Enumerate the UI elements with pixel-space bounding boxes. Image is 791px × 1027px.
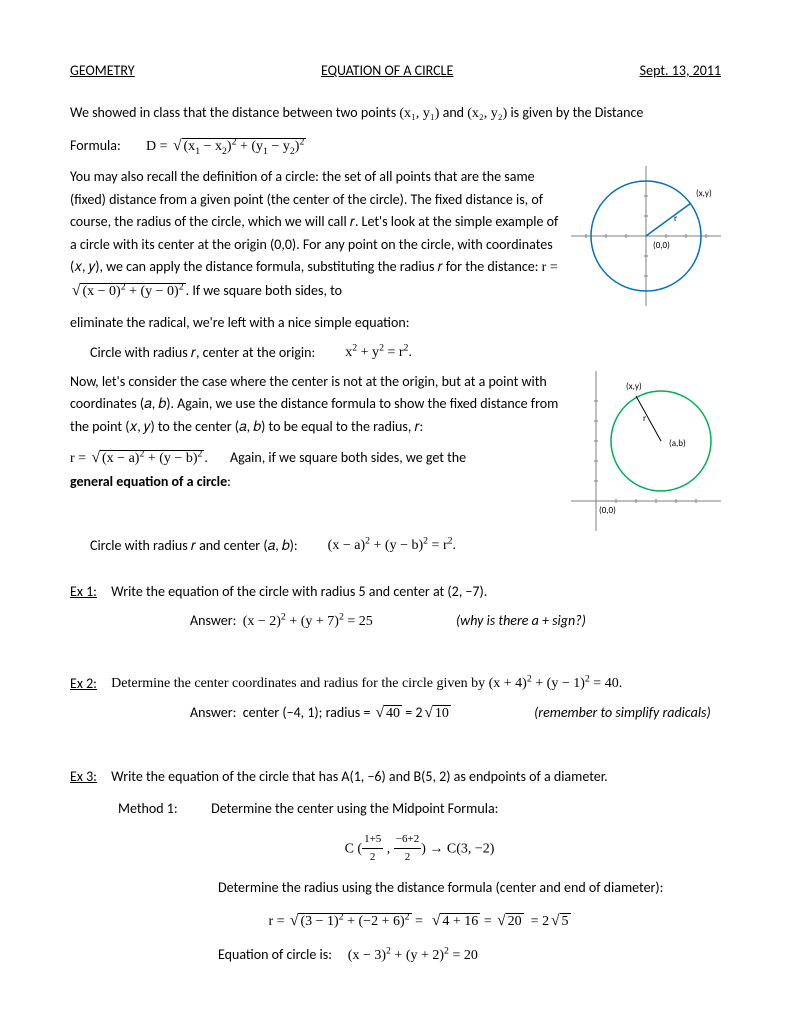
ex1-answer-eq: (x − 2)2 + (y + 7)2 = 25 [243, 614, 373, 629]
example-2: Ex 2: Determine the center coordinates a… [70, 673, 721, 726]
eq2: (x − a)2 + (y − b)2 = r2. [328, 535, 456, 557]
fig1-origin-label: (0,0) [653, 240, 670, 251]
fig2-xy-label: (x,y) [626, 381, 642, 392]
ex3-final: Equation of circle is: (x − 3)2 + (y + 2… [218, 944, 721, 967]
ex2-label: Ex 2: [70, 673, 108, 695]
ex3-method1: Method 1: Determine the center using the… [118, 798, 721, 967]
section1-p1: You may also recall the definition of a … [70, 166, 561, 304]
fig2-center-label: (a,b) [669, 438, 686, 449]
fig2-r-label: r [643, 413, 646, 424]
section2-p2: r = (x − a)2 + (y − b)2. Again, if we sq… [70, 446, 561, 493]
figure-circle-ab: (x,y) r (a,b) (0,0) [571, 371, 721, 531]
ex3-label: Ex 3: [70, 766, 108, 788]
distance-formula: Formula: D = (x1 − x2)2 + (y1 − y2)2 [70, 134, 721, 159]
ex3-midpoint-calc: C (1+52 , −6+22) → C(3, −2) [118, 831, 721, 867]
header-left: GEOMETRY [70, 60, 135, 82]
distance-formula-eq: D = (x1 − x2)2 + (y1 − y2)2 [146, 139, 306, 154]
page-header: GEOMETRY EQUATION OF A CIRCLE Sept. 13, … [70, 60, 721, 82]
ex3-radius-calc: r = (3 − 1)2 + (−2 + 6)2 = 4 + 16 = 20 =… [118, 909, 721, 934]
section1-p2: eliminate the radical, we're left with a… [70, 312, 721, 334]
ex2-answer: Answer: center (−4, 1); radius = 40 = 21… [190, 701, 721, 726]
ex1-question: Write the equation of the circle with ra… [111, 581, 712, 603]
header-center: EQUATION OF A CIRCLE [321, 60, 453, 82]
fig2-origin-label: (0,0) [599, 505, 616, 516]
ex3-final-eq: (x − 3)2 + (y + 2)2 = 20 [348, 948, 478, 963]
fig1-xy-label: (x,y) [696, 188, 712, 199]
example-1: Ex 1: Write the equation of the circle w… [70, 581, 721, 633]
section2-p1: Now, let's consider the case where the c… [70, 371, 561, 438]
intro-line: We showed in class that the distance bet… [70, 102, 721, 125]
eq1: x2 + y2 = r2. [345, 342, 412, 364]
eq-general-circle: Circle with radius 𝑟 and center (𝑎, 𝑏): … [90, 535, 721, 557]
ex3-question: Write the equation of the circle that ha… [111, 766, 712, 788]
ex2-note: (remember to simplify radicals) [534, 702, 711, 724]
ex1-label: Ex 1: [70, 581, 108, 603]
figure-circle-origin: (x,y) r (0,0) [571, 166, 721, 306]
ex2-question: Determine the center coordinates and rad… [111, 673, 712, 695]
fig1-r-label: r [674, 213, 677, 224]
eq-origin-circle: Circle with radius 𝑟, center at the orig… [90, 342, 721, 364]
ex1-note: (why is there a + sign?) [456, 610, 586, 632]
example-3: Ex 3: Write the equation of the circle t… [70, 766, 721, 967]
r-eq-ab: r = (x − a)2 + (y − b)2. [70, 451, 208, 466]
ex1-answer: Answer: (x − 2)2 + (y + 7)2 = 25 (why is… [190, 610, 721, 633]
header-right: Sept. 13, 2011 [640, 60, 721, 82]
